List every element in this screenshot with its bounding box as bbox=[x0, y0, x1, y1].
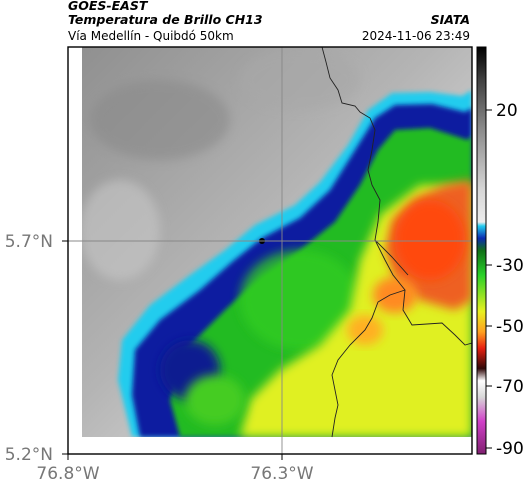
colorbar: 20 -30 -50 -70 -90 bbox=[476, 46, 524, 459]
organization-label: SIATA bbox=[430, 12, 470, 27]
political-borders bbox=[321, 47, 472, 438]
axis-ticks bbox=[62, 240, 283, 460]
cloud-system bbox=[118, 90, 472, 437]
colorbar-tick-label: 20 bbox=[496, 101, 518, 121]
colorbar-scale bbox=[476, 46, 487, 455]
agency-title: GOES-EAST bbox=[68, 0, 148, 13]
product-title: Temperatura de Brillo CH13 bbox=[68, 12, 263, 27]
colorbar-tick-label: -50 bbox=[496, 317, 524, 337]
plot-border bbox=[67, 46, 473, 455]
colorbar-tick-label: -30 bbox=[496, 256, 524, 276]
lat-tick-label: 5.7°N bbox=[5, 232, 53, 252]
lat-tick-label: 5.2°N bbox=[5, 445, 53, 465]
datetime-label: 2024-11-06 23:49 bbox=[361, 29, 470, 43]
satellite-imagery bbox=[68, 47, 472, 454]
region-label: Vía Medellín - Quibdó 50km bbox=[68, 29, 234, 43]
colorbar-tick-label: -90 bbox=[496, 439, 524, 459]
lon-tick-label: 76.3°W bbox=[250, 464, 313, 484]
colorbar-tick-label: -70 bbox=[496, 377, 524, 397]
lon-tick-label: 76.8°W bbox=[36, 464, 99, 484]
